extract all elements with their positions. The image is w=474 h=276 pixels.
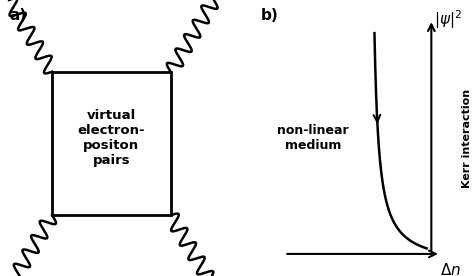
Text: $\Delta n$: $\Delta n$ — [440, 262, 461, 276]
Text: $|\psi|^2$: $|\psi|^2$ — [434, 8, 462, 31]
Text: a): a) — [9, 8, 27, 23]
Text: b): b) — [261, 8, 278, 23]
Bar — [52, 72, 171, 215]
Text: non-linear
medium: non-linear medium — [277, 124, 349, 152]
Text: virtual
electron-
positon
pairs: virtual electron- positon pairs — [78, 109, 145, 167]
Text: Kerr interaction: Kerr interaction — [462, 88, 472, 188]
